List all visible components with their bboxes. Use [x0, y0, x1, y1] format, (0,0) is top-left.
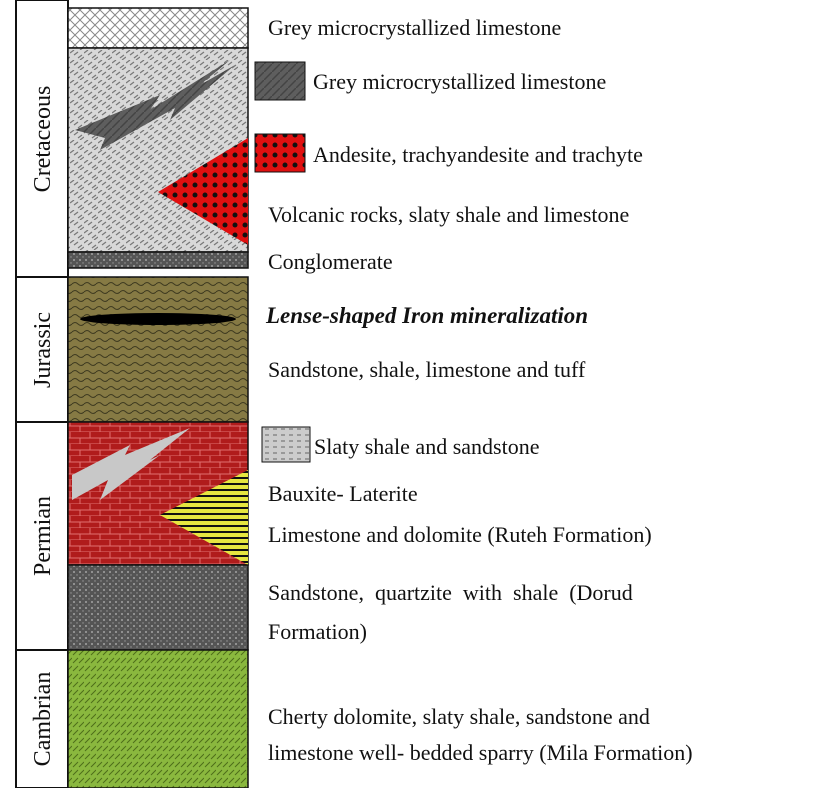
unit-label: Volcanic rocks, slaty shale and limeston… [268, 202, 629, 227]
unit-label: Limestone and dolomite (Ruteh Formation) [268, 522, 652, 547]
unit-label: Conglomerate [268, 249, 393, 274]
unit-label: Grey microcrystallized limestone [313, 69, 606, 94]
unit-label: Lense-shaped Iron mineralization [265, 303, 588, 328]
stratigraphic-column: Cretaceous Jurassic Permian Cambrian Gre… [0, 0, 817, 788]
legend-swatch [255, 62, 305, 100]
unit-label: Slaty shale and sandstone [314, 434, 539, 459]
unit-label: Sandstone, quartzite with shale (Dorud [268, 580, 633, 605]
period-label: Permian [30, 496, 56, 576]
period-label: Jurassic [30, 312, 56, 388]
lithology [68, 8, 248, 788]
unit-label: Cherty dolomite, slaty shale, sandstone … [268, 704, 650, 729]
unit-label: Bauxite- Laterite [268, 481, 418, 506]
unit-label: Andesite, trachyandesite and trachyte [313, 142, 643, 167]
legend-swatch [262, 427, 310, 462]
unit-label: Grey microcrystallized limestone [268, 15, 561, 40]
unit-label: Formation) [268, 619, 367, 644]
period-label: Cambrian [30, 672, 56, 767]
unit-label: limestone well- bedded sparry (Mila Form… [268, 740, 693, 765]
unit-label: Sandstone, shale, limestone and tuff [268, 357, 586, 382]
legend-swatch [255, 134, 305, 172]
period-label: Cretaceous [30, 86, 56, 193]
